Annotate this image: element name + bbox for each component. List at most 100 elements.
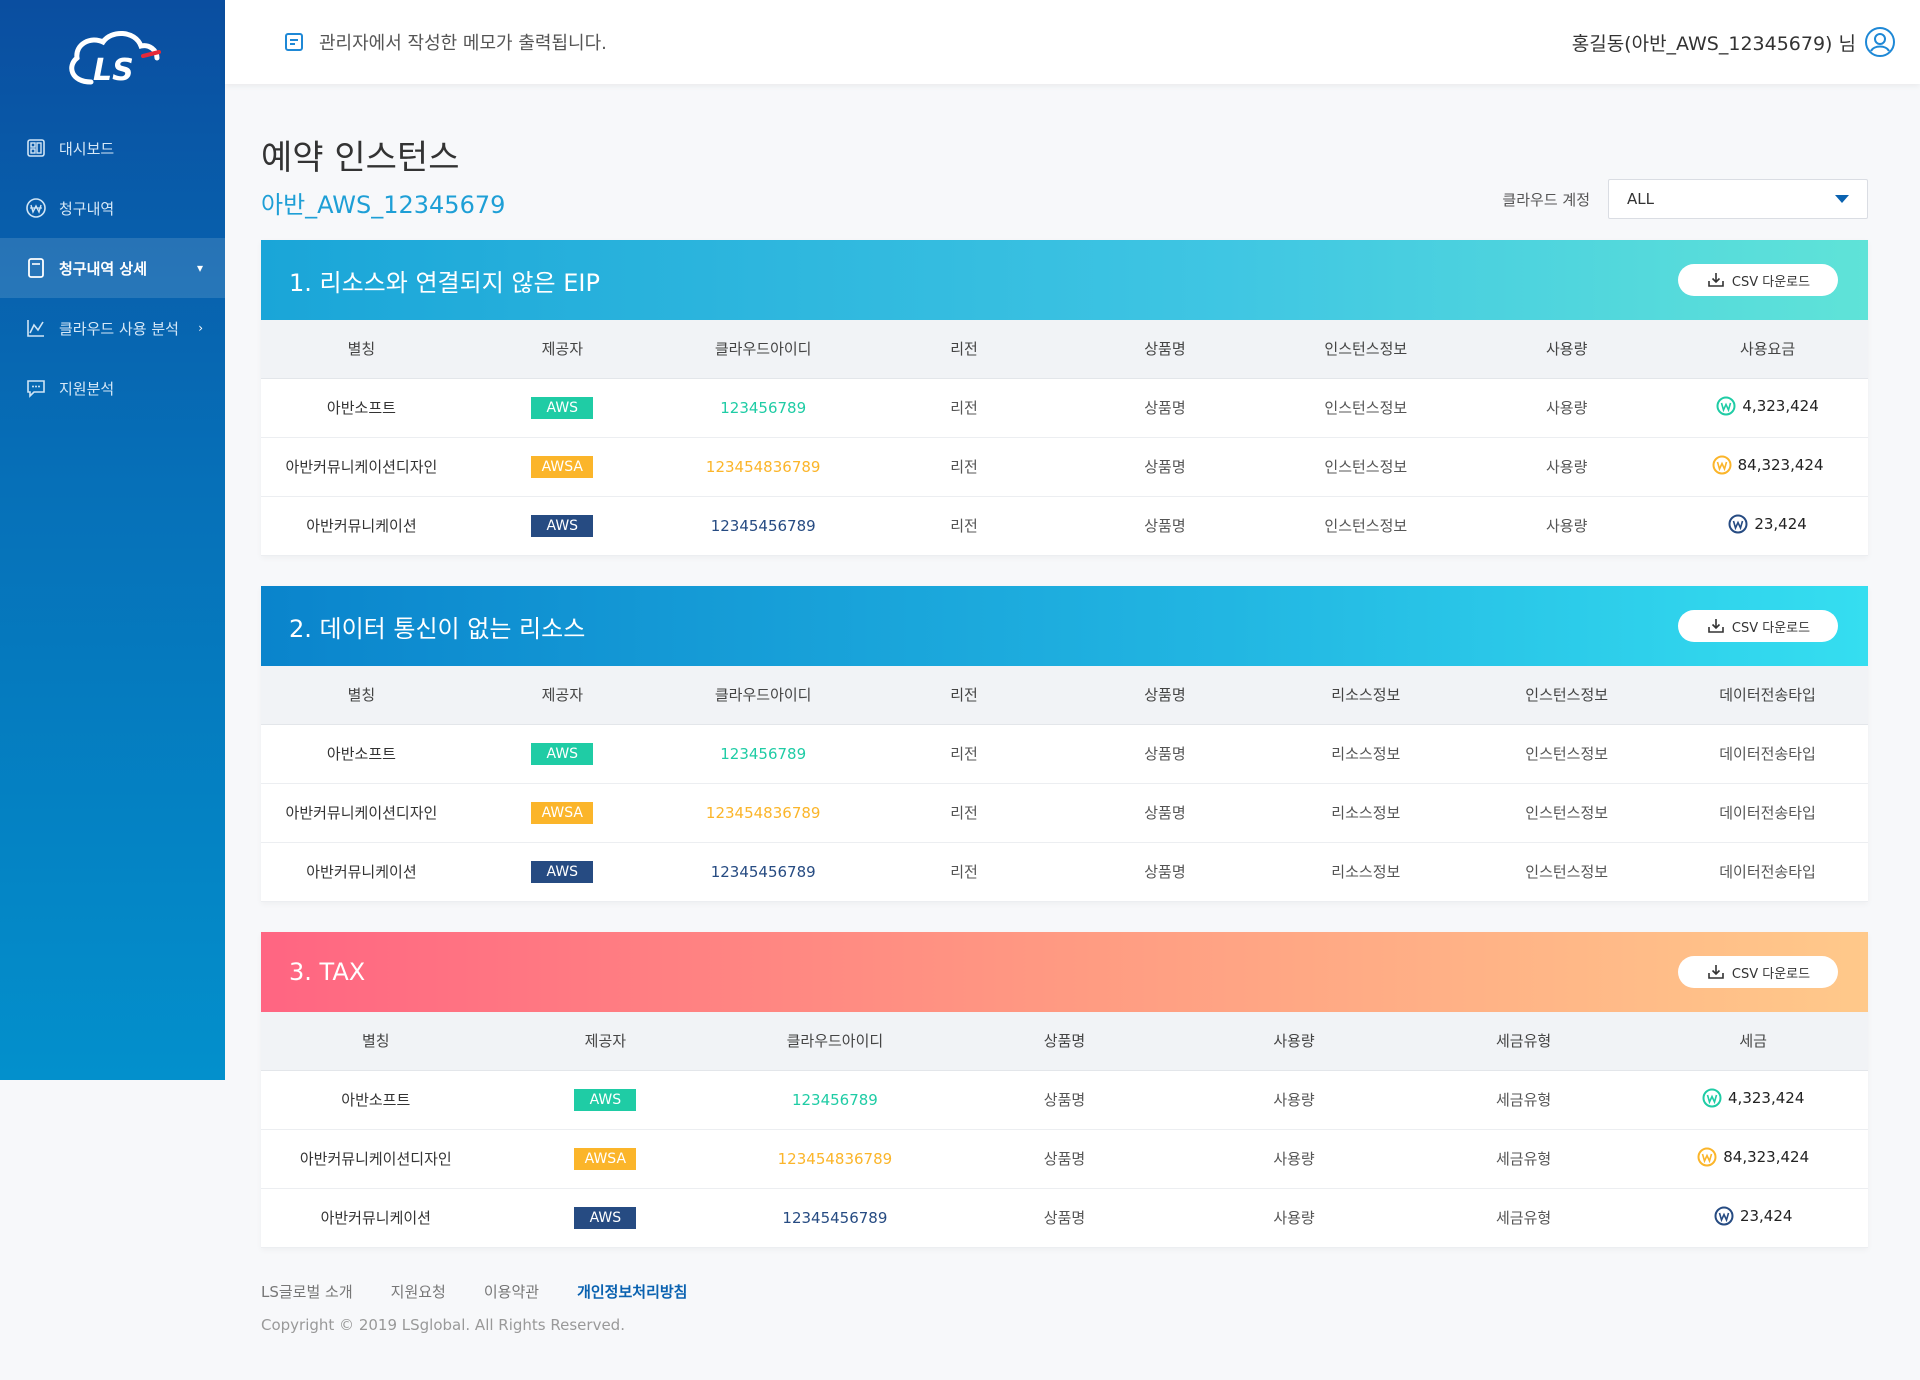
table-cell: 데이터전송타입 [1667, 842, 1868, 902]
column-header: 별칭 [261, 1012, 491, 1071]
sidebar-item-3[interactable]: 클라우드 사용 분석 › [0, 298, 225, 358]
table-cell: 사용량 [1466, 437, 1668, 497]
user-avatar-icon[interactable] [1864, 26, 1896, 58]
ls-logo[interactable]: LS [0, 0, 225, 118]
provider-badge: AWSA [531, 801, 594, 824]
chevron-down-icon [1835, 195, 1849, 203]
sidebar-item-2[interactable]: 청구내역 상세 ▾ [0, 238, 225, 298]
column-header: 리전 [863, 666, 1065, 725]
cloud-account-select[interactable]: ALL [1608, 179, 1868, 219]
table-cell: 리소스정보 [1265, 783, 1467, 843]
amount-value: 4,323,424 [1742, 396, 1819, 415]
footer-link-terms[interactable]: 이용약관 [483, 1283, 540, 1301]
column-header: 사용요금 [1667, 320, 1868, 379]
table-row: 아반커뮤니케이션디자인 AWSA 123454836789 리전 상품명 인스턴스정보 사용… [261, 437, 1868, 497]
chart-line-icon [25, 317, 47, 339]
sidebar-item-0[interactable]: 대시보드 [0, 118, 225, 178]
cloud-id-cell: 123456789 [720, 1070, 950, 1130]
download-icon [1706, 962, 1726, 982]
table-row: 아반커뮤니케이션 AWS 12345456789 상품명 사용량 세금유형 23,424 [261, 1188, 1868, 1248]
table-cell: 인스턴스정보 [1466, 842, 1668, 902]
column-header: 세금 [1638, 1012, 1868, 1071]
column-header: 클라우드아이디 [662, 320, 864, 379]
dashboard-icon [25, 137, 47, 159]
sidebar-item-label: 청구내역 [59, 199, 115, 218]
table-cell: 리전 [863, 437, 1065, 497]
alias-cell: 아반커뮤니케이션디자인 [261, 437, 462, 497]
column-header: 사용량 [1466, 320, 1668, 379]
amount-cell: 23,424 [1728, 514, 1807, 534]
table-cell: 상품명 [1064, 724, 1266, 784]
column-header: 상품명 [1064, 320, 1266, 379]
cloud-id-cell: 12345456789 [662, 842, 864, 902]
csv-download-label: CSV 다운로드 [1731, 620, 1811, 636]
user-menu[interactable]: 홍길동(아반_AWS_12345679) 님 [1572, 26, 1896, 58]
amount-cell: 23,424 [1714, 1206, 1792, 1226]
sidebar-item-1[interactable]: 청구내역 [0, 178, 225, 238]
cloud-id-cell: 123454836789 [720, 1129, 950, 1189]
alias-cell: 아반소프트 [261, 378, 462, 438]
cloud-id-cell: 123456789 [662, 724, 864, 784]
cloud-account-filter: 클라우드 계정 ALL [1502, 179, 1868, 219]
won-icon [1712, 455, 1732, 475]
memo-text: 관리자에서 작성한 메모가 출력됩니다. [319, 33, 607, 54]
table-cell: 사용량 [1179, 1070, 1409, 1130]
column-header: 데이터전송타입 [1667, 666, 1868, 725]
footer-link-privacy[interactable]: 개인정보처리방침 [577, 1283, 688, 1301]
csv-download-label: CSV 다운로드 [1731, 274, 1811, 290]
alias-cell: 아반커뮤니케이션 [261, 842, 462, 902]
alias-cell: 아반소프트 [261, 724, 462, 784]
csv-download-button[interactable]: CSV 다운로드 [1678, 956, 1838, 988]
footer-link-support[interactable]: 지원요청 [390, 1283, 446, 1301]
ls-logo-icon: LS [68, 31, 161, 88]
main-content: 예약 인스턴스 아반_AWS_12345679 클라우드 계정 ALL 1. 리… [261, 84, 1868, 1248]
table-cell: 상품명 [1064, 842, 1266, 902]
cloud-id-cell: 123456789 [662, 378, 864, 438]
table-row: 아반소프트 AWS 123456789 리전 상품명 리소스정보 인스턴스정보 데이터전송타입 [261, 724, 1868, 784]
provider-badge: AWS [574, 1088, 637, 1111]
provider-badge: AWS [574, 1206, 637, 1229]
section-card-2: 2. 데이터 통신이 없는 리소스 CSV 다운로드 별칭 제공자 클라우드아이디 리전 상… [261, 586, 1868, 902]
csv-download-button[interactable]: CSV 다운로드 [1678, 264, 1838, 296]
table-cell: 리소스정보 [1265, 842, 1467, 902]
table-row: 아반커뮤니케이션 AWS 12345456789 리전 상품명 인스턴스정보 사용량 23,4… [261, 496, 1868, 556]
csv-download-button[interactable]: CSV 다운로드 [1678, 610, 1838, 642]
table-cell: 데이터전송타입 [1667, 783, 1868, 843]
section-title: 2. 데이터 통신이 없는 리소스 [289, 614, 586, 643]
sidebar-item-label: 청구내역 상세 [59, 259, 148, 278]
filter-label: 클라우드 계정 [1502, 190, 1590, 209]
table-cell: 데이터전송타입 [1667, 724, 1868, 784]
table-cell: 인스턴스정보 [1265, 378, 1467, 438]
column-header: 제공자 [461, 320, 663, 379]
sidebar-item-4[interactable]: 지원분석 [0, 358, 225, 418]
provider-badge: AWS [531, 860, 594, 883]
amount-cell: 84,323,424 [1697, 1147, 1809, 1167]
amount-cell: 4,323,424 [1716, 396, 1819, 416]
top-header: 관리자에서 작성한 메모가 출력됩니다. 홍길동(아반_AWS_12345679… [225, 0, 1920, 84]
table-row: 아반소프트 AWS 123456789 리전 상품명 인스턴스정보 사용량 4,323,424 [261, 378, 1868, 438]
column-header: 사용량 [1179, 1012, 1409, 1071]
section-card-3: 3. TAX CSV 다운로드 별칭 제공자 클라우드아이디 상품명 사용량 세금유형 세금 아반… [261, 932, 1868, 1248]
table-cell: 사용량 [1179, 1188, 1409, 1248]
data-table: 별칭 제공자 클라우드아이디 리전 상품명 리소스정보 인스턴스정보 데이터전송타입 아반소프트… [261, 666, 1868, 902]
table-cell: 사용량 [1466, 378, 1668, 438]
won-icon [1728, 514, 1748, 534]
alias-cell: 아반소프트 [261, 1070, 491, 1130]
table-cell: 리전 [863, 378, 1065, 438]
table-cell: 리전 [863, 783, 1065, 843]
alias-cell: 아반커뮤니케이션 [261, 1188, 491, 1248]
column-header: 별칭 [261, 666, 462, 725]
column-header: 클라우드아이디 [662, 666, 864, 725]
footer-link-about[interactable]: LS글로벌 소개 [261, 1283, 353, 1301]
alias-cell: 아반커뮤니케이션디자인 [261, 1129, 491, 1189]
won-icon [1714, 1206, 1734, 1226]
cloud-id-cell: 123454836789 [662, 437, 864, 497]
amount-value: 23,424 [1754, 514, 1807, 533]
provider-badge: AWSA [574, 1147, 637, 1170]
sidebar-item-label: 대시보드 [59, 139, 115, 158]
csv-download-label: CSV 다운로드 [1731, 966, 1811, 982]
table-cell: 상품명 [1064, 496, 1266, 556]
provider-badge: AWS [531, 396, 594, 419]
column-header: 제공자 [490, 1012, 721, 1071]
provider-badge: AWS [531, 742, 594, 765]
